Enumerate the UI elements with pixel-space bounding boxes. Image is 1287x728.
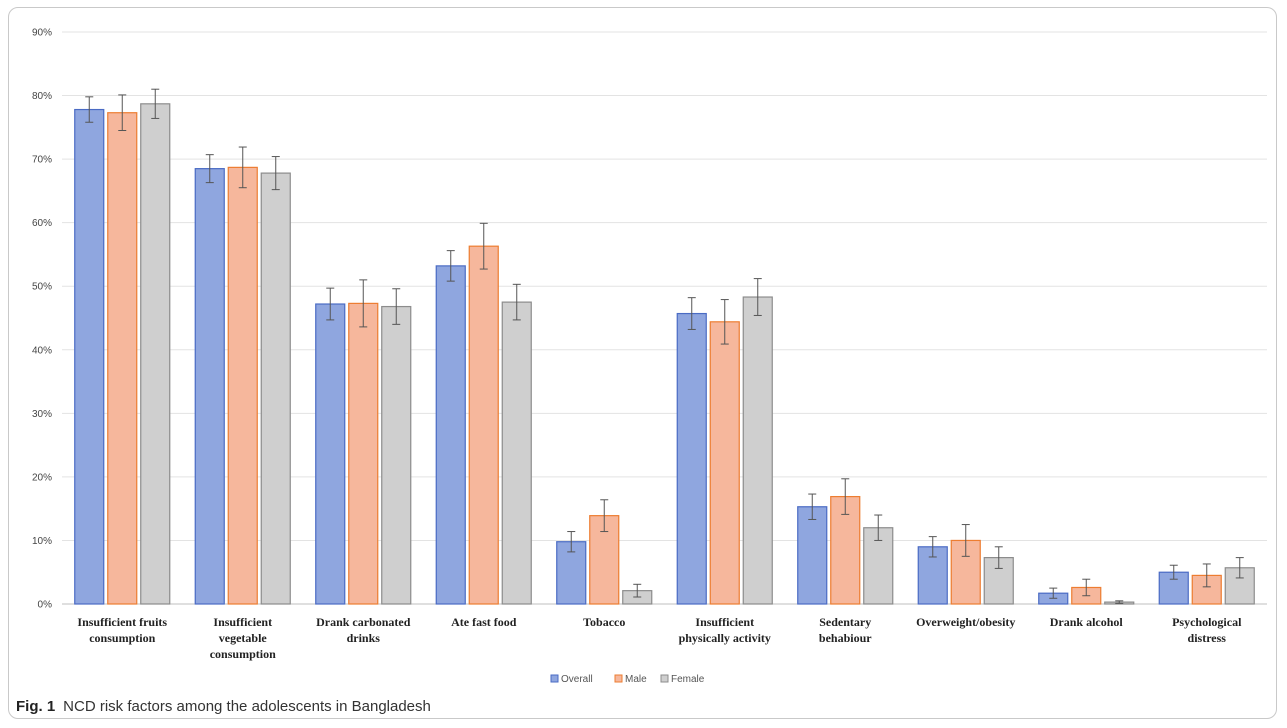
y-tick-label: 10% — [32, 536, 52, 547]
category-label-line: distress — [1188, 631, 1227, 645]
y-tick-label: 30% — [32, 409, 52, 420]
figure-caption: Fig. 1 NCD risk factors among the adolesc… — [16, 698, 431, 715]
category-label: Drank carbonated drinks — [316, 615, 411, 645]
bar-male — [107, 112, 138, 605]
category-label-line: Tobacco — [583, 615, 625, 629]
category-label-line: consumption — [210, 647, 276, 661]
bar-female — [140, 103, 171, 605]
category-label-line: physically activity — [679, 631, 771, 645]
bar-male — [348, 302, 379, 605]
legend-label-female: Female — [671, 674, 705, 685]
bar-male — [227, 166, 258, 605]
category-label-line: Overweight/obesity — [916, 615, 1015, 629]
bar-female — [381, 305, 412, 605]
caption-text: NCD risk factors among the adolescents i… — [63, 698, 431, 715]
legend-swatch-overall — [550, 674, 559, 683]
category-label: Insufficient vegetable consumption — [210, 615, 276, 661]
category-label: Insufficient physically activity — [679, 615, 771, 645]
category-label: Tobacco — [583, 615, 625, 629]
caption-label: Fig. 1 — [16, 698, 56, 715]
category-label-line: drinks — [347, 631, 381, 645]
category-label-line: Psychological — [1172, 615, 1242, 629]
category-label-line: Sedentary — [819, 615, 871, 629]
category-label-line: Drank carbonated — [316, 615, 411, 629]
category-label: Drank alcohol — [1050, 615, 1124, 629]
category-label-line: Insufficient — [695, 615, 754, 629]
y-tick-label: 90% — [32, 28, 52, 39]
legend-label-overall: Overall — [561, 674, 593, 685]
y-tick-label: 60% — [32, 218, 52, 229]
category-label: Sedentary behabiour — [819, 615, 872, 645]
bar-female — [260, 172, 291, 605]
category-label-line: vegetable — [219, 631, 268, 645]
bar-male — [709, 321, 740, 605]
bar-female — [501, 301, 532, 605]
category-label-line: Ate fast food — [451, 615, 517, 629]
legend-label-male: Male — [625, 674, 647, 685]
bar-overall — [676, 312, 707, 605]
y-tick-label: 70% — [32, 155, 52, 166]
bar-overall — [315, 303, 346, 605]
bar-chart: 0% 10% 20% 30% 40% 50% 60% 70% 80% 90% Insufficien… — [32, 28, 1267, 685]
y-tick-label: 0% — [38, 600, 53, 611]
category-label-line: behabiour — [819, 631, 872, 645]
figure-frame — [8, 7, 1277, 719]
category-label: Ate fast food — [451, 615, 517, 629]
category-label-line: Drank alcohol — [1050, 615, 1124, 629]
category-label-line: Insufficient fruits — [77, 615, 167, 629]
category-label: Overweight/obesity — [916, 615, 1015, 629]
category-label-line: consumption — [89, 631, 155, 645]
bar-overall — [74, 108, 105, 605]
bar-male — [468, 245, 499, 605]
category-label-line: Insufficient — [213, 615, 272, 629]
legend-swatch-female — [660, 674, 669, 683]
bar-overall — [435, 265, 466, 605]
bar-female — [863, 527, 894, 605]
bar-overall — [797, 506, 828, 605]
bar-overall — [194, 168, 225, 605]
y-tick-label: 80% — [32, 91, 52, 102]
y-tick-label: 50% — [32, 282, 52, 293]
y-tick-label: 20% — [32, 472, 52, 483]
legend-swatch-male — [614, 674, 623, 683]
y-tick-label: 40% — [32, 345, 52, 356]
bar-female — [742, 296, 773, 605]
category-label: Insufficient fruits consumption — [77, 615, 167, 645]
category-label: Psychological distress — [1172, 615, 1242, 645]
